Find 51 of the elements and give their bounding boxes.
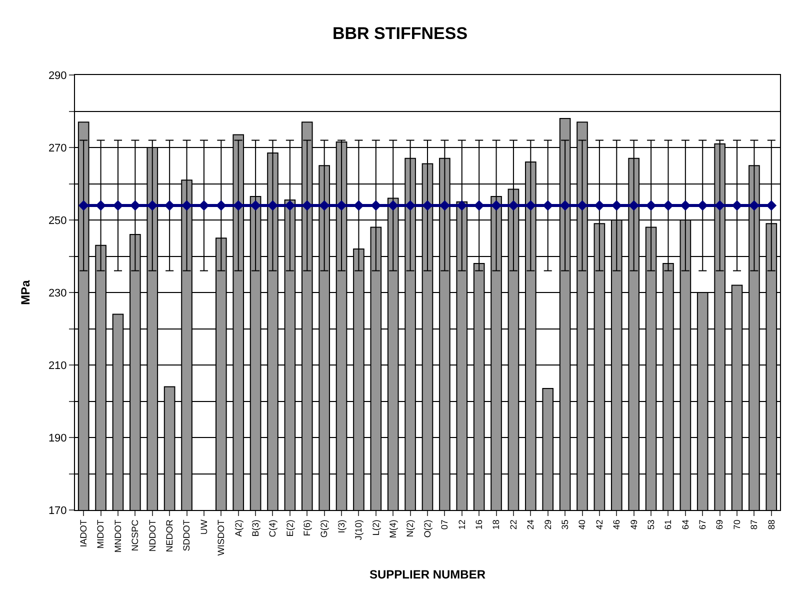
- x-tick-label: 70: [732, 520, 742, 530]
- x-tick-label: I(3): [336, 520, 346, 534]
- x-tick-label: J(10): [354, 520, 364, 540]
- y-tick-label: 210: [48, 360, 67, 372]
- x-tick-label: 18: [491, 520, 502, 530]
- y-axis-title: MPa: [18, 280, 33, 305]
- x-tick-label: MNDOT: [112, 519, 123, 553]
- x-tick-label: SDDOT: [182, 519, 192, 552]
- x-tick-label: M(4): [388, 520, 398, 538]
- x-tick-label: 64: [680, 520, 690, 530]
- x-tick-label: 88: [766, 520, 776, 530]
- x-tick-label: 40: [577, 520, 588, 530]
- x-tick-label: UW: [198, 519, 209, 535]
- y-tick-label: 230: [48, 287, 67, 300]
- y-tick-label: 170: [48, 504, 67, 517]
- y-tick-label: 190: [48, 432, 67, 444]
- y-tick-label: 250: [48, 214, 67, 227]
- x-tick-label: 24: [526, 520, 536, 530]
- x-tick-label: O(2): [422, 520, 432, 538]
- y-tick-label: 270: [48, 142, 67, 154]
- x-tick-label: 29: [542, 520, 553, 530]
- y-tick-label: 290: [48, 70, 67, 82]
- x-tick-label: 12: [456, 520, 467, 530]
- x-tick-label: F(6): [302, 520, 312, 536]
- chart-title: BBR STIFFNESS: [332, 24, 468, 43]
- x-axis-title: SUPPLIER NUMBER: [369, 568, 486, 582]
- x-tick-label: WISDOT: [216, 519, 226, 556]
- x-tick-label: L(2): [370, 520, 381, 536]
- x-tick-label: IADOT: [78, 519, 89, 548]
- x-tick-label: NDDOT: [147, 519, 158, 552]
- x-tick-label: 42: [594, 520, 604, 530]
- x-tick-label: 49: [628, 520, 639, 530]
- x-tick-label: A(2): [233, 520, 244, 537]
- x-tick-label: B(3): [250, 520, 260, 537]
- x-tick-label: 46: [612, 520, 622, 530]
- x-tick-label: E(2): [284, 520, 295, 537]
- x-tick-label: 69: [714, 520, 725, 530]
- x-tick-label: 07: [440, 520, 450, 530]
- x-tick-label: 53: [646, 520, 656, 530]
- x-tick-label: 22: [508, 520, 518, 530]
- x-tick-label: 87: [749, 520, 760, 530]
- x-tick-label: 35: [560, 520, 570, 530]
- x-tick-label: NCSPC: [130, 519, 140, 552]
- x-tick-label: G(2): [319, 520, 330, 538]
- x-tick-label: MIDOT: [96, 519, 106, 549]
- x-tick-label: C(4): [268, 520, 278, 538]
- x-tick-label: NEDOR: [164, 519, 174, 552]
- x-tick-label: 67: [698, 520, 708, 530]
- x-tick-label: 61: [663, 520, 674, 530]
- x-tick-label: N(2): [405, 520, 416, 538]
- x-tick-label: 16: [474, 520, 484, 530]
